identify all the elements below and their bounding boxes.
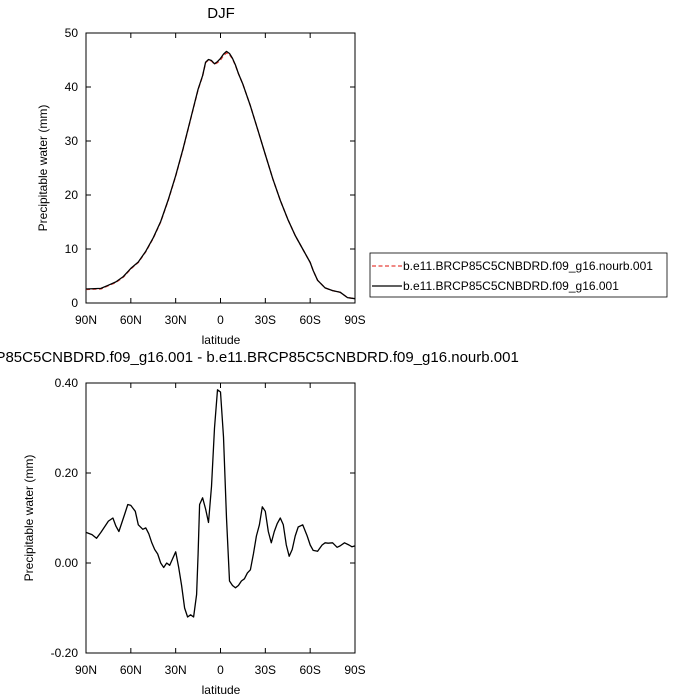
x-tick-label: 60N <box>120 663 142 677</box>
bottom-chart-y-axis: -0.20 0.00 0.20 0.40 <box>51 376 355 660</box>
y-tick-label: 0.20 <box>55 466 79 480</box>
bottom-chart-x-label: latitude <box>202 683 241 697</box>
legend-box <box>369 252 668 298</box>
y-tick-label: 50 <box>65 26 79 40</box>
x-tick-label: 90N <box>75 663 97 677</box>
y-tick-label: 30 <box>65 134 79 148</box>
x-tick-label: 30S <box>255 313 276 327</box>
bottom-chart-y-label: Precipitable water (mm) <box>22 455 36 582</box>
top-chart-title: DJF <box>207 5 235 22</box>
x-tick-label: 90S <box>344 663 365 677</box>
bottom-chart-x-axis: 90N 60N 30N 0 30S 60S 90S <box>75 383 366 677</box>
series-line-0 <box>85 52 356 300</box>
x-tick-label: 0 <box>217 663 224 677</box>
top-chart-y-axis: 0 10 20 30 40 50 <box>65 26 355 310</box>
y-tick-label: 10 <box>65 242 79 256</box>
series-line-1 <box>85 50 356 300</box>
bottom-chart: b.e11.BRCP85C5CNBDRD.f09_g16.001 - b.e11… <box>0 349 519 697</box>
top-chart-x-label: latitude <box>202 333 241 347</box>
bottom-chart-series <box>85 389 356 618</box>
x-tick-label: 30S <box>255 663 276 677</box>
x-tick-label: 30N <box>165 663 187 677</box>
y-tick-label: 0 <box>71 296 78 310</box>
bottom-chart-title: b.e11.BRCP85C5CNBDRD.f09_g16.001 - b.e11… <box>0 349 519 366</box>
x-tick-label: 0 <box>217 313 224 327</box>
y-tick-label: 40 <box>65 80 79 94</box>
top-chart-frame <box>85 32 356 304</box>
x-tick-label: 30N <box>165 313 187 327</box>
y-tick-label: 0.00 <box>55 556 79 570</box>
x-tick-label: 60N <box>120 313 142 327</box>
series-line-0 <box>85 389 356 618</box>
legend-entry-control: b.e11.BRCP85C5CNBDRD.f09_g16.001 <box>403 279 619 293</box>
x-tick-label: 90N <box>75 313 97 327</box>
y-tick-label: 0.40 <box>55 376 79 390</box>
x-tick-label: 90S <box>344 313 365 327</box>
y-tick-label: -0.20 <box>51 646 79 660</box>
legend-entry-nourb: b.e11.BRCP85C5CNBDRD.f09_g16.nourb.001 <box>403 259 653 273</box>
top-chart-x-axis: 90N 60N 30N 0 30S 60S 90S <box>75 33 366 327</box>
y-tick-label: 20 <box>65 188 79 202</box>
top-chart-y-label: Precipitable water (mm) <box>36 105 50 232</box>
x-tick-label: 60S <box>299 663 320 677</box>
legend: b.e11.BRCP85C5CNBDRD.f09_g16.nourb.001 b… <box>369 252 668 298</box>
x-tick-label: 60S <box>299 313 320 327</box>
top-chart-series <box>85 50 356 300</box>
top-chart: DJF 90N 60N 30N 0 30S 60S 90S 0 10 20 30 40 50 lati… <box>36 5 366 347</box>
bottom-chart-frame <box>85 382 356 654</box>
